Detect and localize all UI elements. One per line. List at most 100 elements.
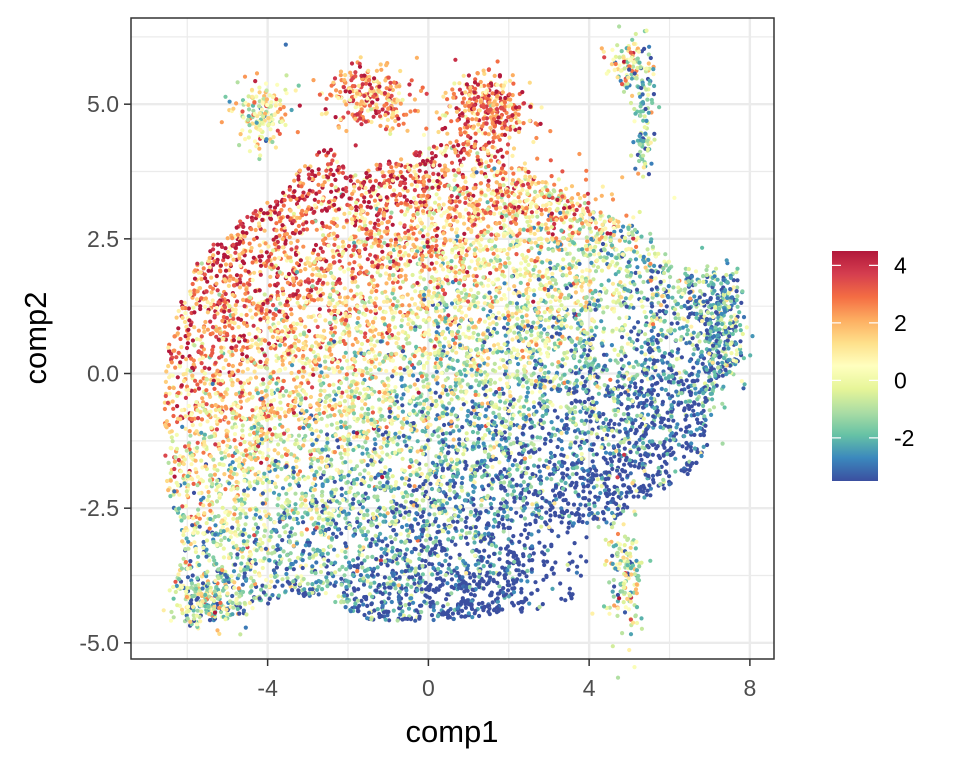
scatter-point [372,225,377,230]
scatter-point [495,350,500,355]
scatter-point [509,484,514,489]
scatter-point [368,252,373,257]
scatter-point [314,266,319,271]
scatter-point [491,436,496,441]
scatter-point [463,179,468,184]
scatter-point [464,389,469,394]
scatter-point [385,376,390,381]
scatter-point [172,466,177,472]
scatter-point [307,328,312,334]
scatter-point [334,534,339,540]
scatter-point [691,330,696,335]
scatter-point [585,239,590,244]
scatter-point [495,330,500,335]
scatter-point [390,302,395,307]
scatter-point [610,259,615,264]
scatter-point [548,299,553,304]
scatter-point [268,408,273,413]
scatter-point [342,593,347,598]
scatter-point [384,474,390,479]
scatter-point [343,516,348,521]
scatter-point [583,503,588,508]
scatter-point [260,583,265,588]
scatter-point [480,484,485,489]
scatter-point [349,592,354,597]
scatter-point [525,579,530,584]
scatter-point [363,402,368,407]
scatter-point [546,246,551,252]
scatter-point [479,190,484,195]
scatter-point [194,301,199,306]
scatter-point [627,263,632,268]
scatter-point [347,424,352,429]
scatter-point [642,309,647,315]
scatter-point [284,452,289,457]
scatter-point [236,325,241,330]
scatter-point [359,406,365,411]
scatter-point [227,308,232,313]
scatter-point [451,168,456,173]
scatter-point [670,394,675,399]
scatter-point [439,399,444,405]
scatter-point [520,314,525,319]
scatter-point [622,462,627,467]
scatter-point [255,303,260,308]
scatter-point [693,391,698,396]
scatter-point [423,538,429,543]
scatter-point [360,369,365,374]
scatter-point [372,343,377,348]
scatter-point [428,536,433,541]
scatter-point [506,317,512,323]
scatter-point [455,519,460,524]
scatter-point [530,390,535,395]
scatter-point [383,289,388,294]
scatter-point [363,185,368,191]
scatter-point [584,267,589,272]
scatter-point [498,377,503,382]
scatter-point [173,589,178,595]
scatter-point [614,255,619,261]
scatter-point [365,257,370,262]
scatter-point [542,441,548,446]
scatter-point [332,389,337,394]
scatter-point [241,282,246,287]
scatter-point [472,247,477,252]
scatter-point [385,543,390,548]
scatter-point [337,567,342,572]
scatter-point [452,489,457,495]
scatter-point [553,346,558,351]
scatter-point [247,432,252,437]
scatter-point [337,277,342,282]
scatter-point [332,479,337,484]
scatter-point [205,498,210,503]
scatter-point [290,363,295,368]
scatter-point [648,231,653,236]
scatter-point [267,427,272,432]
scatter-point [431,211,437,216]
scatter-point [171,413,176,419]
scatter-point [555,444,560,450]
scatter-point [424,594,430,599]
scatter-point [288,565,293,570]
scatter-point [612,421,617,427]
scatter-point [472,251,477,257]
scatter-point [461,256,467,262]
scatter-point [445,602,450,607]
scatter-point [303,396,308,401]
scatter-point [382,470,387,475]
scatter-point [491,368,496,373]
scatter-point [253,522,258,527]
scatter-point [258,537,263,542]
scatter-point [665,410,670,415]
scatter-point [226,579,231,585]
scatter-point [291,567,296,572]
scatter-point [511,590,517,595]
scatter-points [161,24,755,680]
scatter-point [618,280,623,285]
scatter-point [521,552,526,557]
scatter-point [416,521,421,526]
scatter-point [522,239,527,244]
scatter-point [357,254,362,259]
scatter-point [182,457,187,462]
scatter-point [318,363,323,368]
